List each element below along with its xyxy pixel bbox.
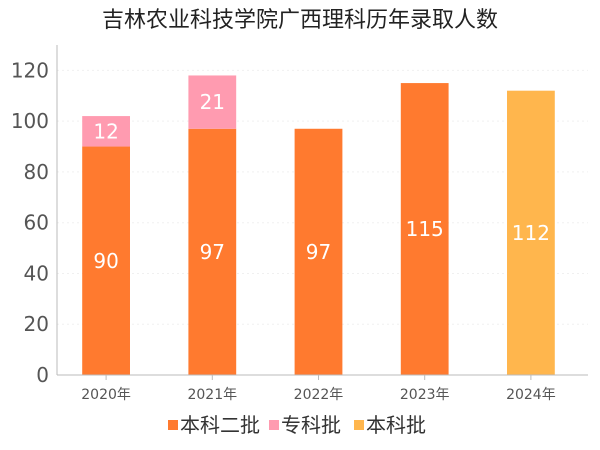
chart-title: 吉林农业科技学院广西理科历年录取人数 bbox=[102, 8, 498, 33]
y-axis-ticks: 0 20 40 60 80 100 120 bbox=[11, 58, 49, 387]
x-axis-ticks: 2020年 2021年 2022年 2023年 2024年 bbox=[81, 375, 556, 403]
legend-swatch bbox=[269, 420, 279, 430]
legend-label: 本科批 bbox=[366, 413, 426, 437]
bars bbox=[82, 75, 555, 376]
legend-swatch bbox=[168, 420, 178, 430]
y-tick-label: 20 bbox=[24, 312, 49, 336]
bar-value-label: 90 bbox=[93, 249, 118, 273]
x-tick-label: 2023年 bbox=[400, 387, 450, 403]
bar-value-label: 12 bbox=[93, 119, 118, 143]
bar bbox=[188, 75, 237, 129]
legend-label: 本科二批 bbox=[180, 413, 260, 437]
x-tick-label: 2024年 bbox=[506, 387, 556, 403]
legend-label: 专科批 bbox=[281, 413, 341, 437]
legend-item: 专科批 bbox=[269, 413, 341, 437]
y-tick-label: 120 bbox=[11, 58, 49, 82]
bar bbox=[82, 146, 130, 375]
bar bbox=[400, 83, 449, 376]
bar bbox=[82, 116, 130, 147]
bar bbox=[188, 128, 237, 375]
x-tick-label: 2020年 bbox=[81, 387, 131, 403]
x-tick-label: 2022年 bbox=[294, 387, 344, 403]
y-tick-label: 0 bbox=[36, 363, 49, 387]
legend-swatch bbox=[354, 420, 364, 430]
legend-item: 本科批 bbox=[354, 413, 426, 437]
bar-labels: 90 12 97 21 97 115 112 bbox=[93, 90, 550, 273]
bar bbox=[294, 128, 343, 375]
bar-value-label: 97 bbox=[200, 240, 225, 264]
legend-item: 本科二批 bbox=[168, 413, 260, 437]
bar-value-label: 112 bbox=[512, 221, 550, 245]
bar-value-label: 115 bbox=[406, 217, 444, 241]
bar bbox=[507, 90, 555, 375]
bar-value-label: 21 bbox=[200, 90, 225, 114]
y-tick-label: 80 bbox=[24, 160, 49, 184]
y-tick-label: 60 bbox=[24, 211, 49, 235]
y-tick-label: 100 bbox=[11, 109, 49, 133]
y-tick-label: 40 bbox=[24, 261, 49, 285]
bar-value-label: 97 bbox=[306, 240, 331, 264]
x-tick-label: 2021年 bbox=[187, 387, 237, 403]
legend: 本科二批 专科批 本科批 bbox=[168, 413, 426, 437]
